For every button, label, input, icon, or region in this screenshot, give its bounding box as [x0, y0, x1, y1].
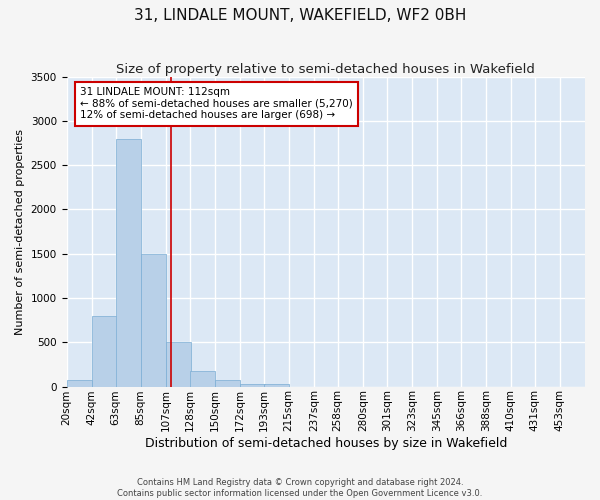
Bar — [263, 384, 289, 386]
Text: 31 LINDALE MOUNT: 112sqm
← 88% of semi-detached houses are smaller (5,270)
12% o: 31 LINDALE MOUNT: 112sqm ← 88% of semi-d… — [80, 88, 353, 120]
Bar — [240, 384, 265, 386]
Text: Contains HM Land Registry data © Crown copyright and database right 2024.
Contai: Contains HM Land Registry data © Crown c… — [118, 478, 482, 498]
Bar — [166, 342, 191, 386]
Bar — [67, 380, 92, 386]
Title: Size of property relative to semi-detached houses in Wakefield: Size of property relative to semi-detach… — [116, 62, 535, 76]
Bar — [215, 380, 240, 386]
Bar — [92, 316, 116, 386]
Text: 31, LINDALE MOUNT, WAKEFIELD, WF2 0BH: 31, LINDALE MOUNT, WAKEFIELD, WF2 0BH — [134, 8, 466, 22]
Y-axis label: Number of semi-detached properties: Number of semi-detached properties — [15, 128, 25, 334]
Bar — [116, 138, 140, 386]
X-axis label: Distribution of semi-detached houses by size in Wakefield: Distribution of semi-detached houses by … — [145, 437, 507, 450]
Bar — [140, 254, 166, 386]
Bar — [190, 371, 215, 386]
